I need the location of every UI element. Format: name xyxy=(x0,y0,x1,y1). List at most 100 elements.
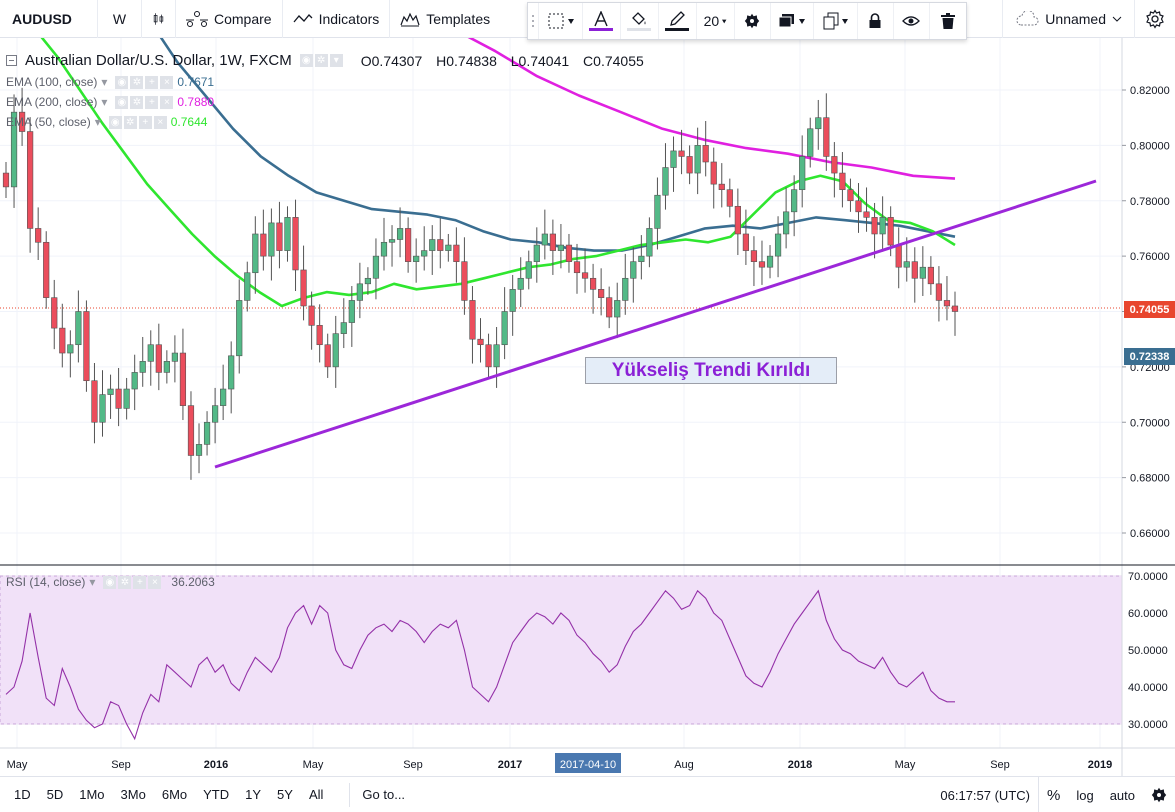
lock-button[interactable] xyxy=(858,3,894,39)
drawing-settings-button[interactable] xyxy=(735,3,771,39)
plus-icon[interactable]: + xyxy=(138,115,152,129)
candle xyxy=(718,163,725,208)
log-toggle[interactable]: log xyxy=(1076,787,1094,803)
eye-icon[interactable]: ◉ xyxy=(299,54,313,67)
range-button-5y[interactable]: 5Y xyxy=(277,787,293,802)
interval-selector[interactable]: W xyxy=(98,0,142,38)
dropdown-icon[interactable]: ▾ xyxy=(89,575,96,589)
plus-icon[interactable]: + xyxy=(133,575,147,589)
candle xyxy=(228,341,235,414)
candle xyxy=(766,245,774,279)
range-button-1d[interactable]: 1D xyxy=(14,787,31,802)
trend-break-annotation[interactable]: Yükseliş Trendi Kırıldı xyxy=(585,357,837,384)
candle xyxy=(445,233,452,262)
range-button-6mo[interactable]: 6Mo xyxy=(161,787,188,802)
plus-icon[interactable]: + xyxy=(145,95,159,109)
templates-button[interactable]: Templates xyxy=(390,0,500,38)
auto-toggle[interactable]: auto xyxy=(1109,787,1135,803)
candle xyxy=(461,237,468,315)
candle xyxy=(581,248,589,293)
scale-settings-button[interactable] xyxy=(1143,777,1175,812)
eye-icon[interactable]: ◉ xyxy=(115,95,129,109)
candle xyxy=(2,161,10,198)
gear-icon[interactable]: ✲ xyxy=(123,115,137,129)
symbol-label: AUDUSD xyxy=(12,10,72,27)
lock-icon xyxy=(869,13,881,28)
clone-button[interactable] xyxy=(814,3,858,39)
settings-button[interactable] xyxy=(1135,0,1175,38)
gear-icon[interactable]: ✲ xyxy=(118,575,132,589)
time-tick-label: Sep xyxy=(403,759,423,771)
candle xyxy=(614,282,621,339)
line-width-selector[interactable]: 20 xyxy=(697,3,735,39)
range-button-ytd[interactable]: YTD xyxy=(203,787,230,802)
clock[interactable]: 06:17:57 (UTC) xyxy=(932,777,1039,812)
layout-name-button[interactable]: Unnamed xyxy=(1002,0,1135,38)
candle xyxy=(91,362,98,444)
range-button-1mo[interactable]: 1Mo xyxy=(79,787,105,802)
candle xyxy=(405,217,412,273)
eye-icon[interactable]: ◉ xyxy=(115,75,129,89)
close-icon[interactable]: × xyxy=(153,115,167,129)
candle xyxy=(662,143,669,210)
candle xyxy=(774,216,782,278)
annotation-text: Yükseliş Trendi Kırıldı xyxy=(611,359,811,381)
more-icon[interactable]: ▾ xyxy=(329,54,343,67)
chart-canvas[interactable]: 0.820000.800000.780000.760000.740000.720… xyxy=(0,38,1175,776)
chart-type-button[interactable] xyxy=(142,0,176,38)
close-icon[interactable]: × xyxy=(160,95,174,109)
close-icon[interactable]: × xyxy=(160,75,174,89)
range-button-1y[interactable]: 1Y xyxy=(245,787,262,802)
trendline[interactable] xyxy=(214,179,1097,469)
candle xyxy=(396,207,404,258)
candle xyxy=(823,93,830,171)
ema50-legend: EMA (50, close) ▾ ◉ ✲ + × 0.7644 xyxy=(6,115,207,129)
collapse-icon[interactable] xyxy=(6,55,17,66)
chevron-down-icon xyxy=(799,18,806,24)
dropdown-icon[interactable]: ▾ xyxy=(94,115,101,129)
delete-button[interactable] xyxy=(930,3,966,39)
candle xyxy=(943,276,951,321)
gear-icon[interactable]: ✲ xyxy=(314,54,328,67)
plus-icon[interactable]: + xyxy=(145,75,159,89)
drag-handle[interactable] xyxy=(528,3,540,39)
candle xyxy=(195,423,203,474)
fill-color-button[interactable] xyxy=(621,3,659,39)
range-button-all[interactable]: All xyxy=(308,787,324,802)
compare-button[interactable]: Compare xyxy=(176,0,283,38)
candle xyxy=(316,304,323,363)
text-color-swatch xyxy=(589,28,614,31)
candle xyxy=(421,226,428,271)
candle xyxy=(324,333,331,378)
close-icon[interactable]: × xyxy=(148,575,162,589)
legend-actions: ◉ ✲ ▾ xyxy=(299,54,343,67)
border-style-button[interactable] xyxy=(539,3,583,39)
ema100-value: 0.7671 xyxy=(177,75,215,89)
pencil-icon xyxy=(670,11,686,26)
candle xyxy=(67,330,74,378)
candle xyxy=(332,315,339,388)
candle xyxy=(380,217,388,271)
candle xyxy=(107,374,114,419)
range-button-3mo[interactable]: 3Mo xyxy=(120,787,146,802)
range-button-5d[interactable]: 5D xyxy=(46,787,64,802)
eye-icon[interactable]: ◉ xyxy=(108,115,122,129)
symbol-search[interactable]: AUDUSD xyxy=(0,0,98,38)
copy-icon xyxy=(823,12,839,30)
dropdown-icon[interactable]: ▾ xyxy=(101,75,108,89)
eye-icon[interactable]: ◉ xyxy=(103,575,117,589)
candle xyxy=(437,218,444,269)
hide-button[interactable] xyxy=(894,3,930,39)
candle xyxy=(220,364,227,421)
percent-toggle[interactable]: % xyxy=(1046,786,1061,804)
visibility-intervals-button[interactable] xyxy=(771,3,815,39)
grip-icon xyxy=(532,15,535,27)
dropdown-icon[interactable]: ▾ xyxy=(101,95,108,109)
text-color-button[interactable] xyxy=(583,3,621,39)
candle xyxy=(155,323,162,391)
line-color-button[interactable] xyxy=(659,3,697,39)
indicators-button[interactable]: Indicators xyxy=(283,0,391,38)
gear-icon[interactable]: ✲ xyxy=(130,95,144,109)
goto-button[interactable]: Go to... xyxy=(349,782,405,807)
gear-icon[interactable]: ✲ xyxy=(130,75,144,89)
